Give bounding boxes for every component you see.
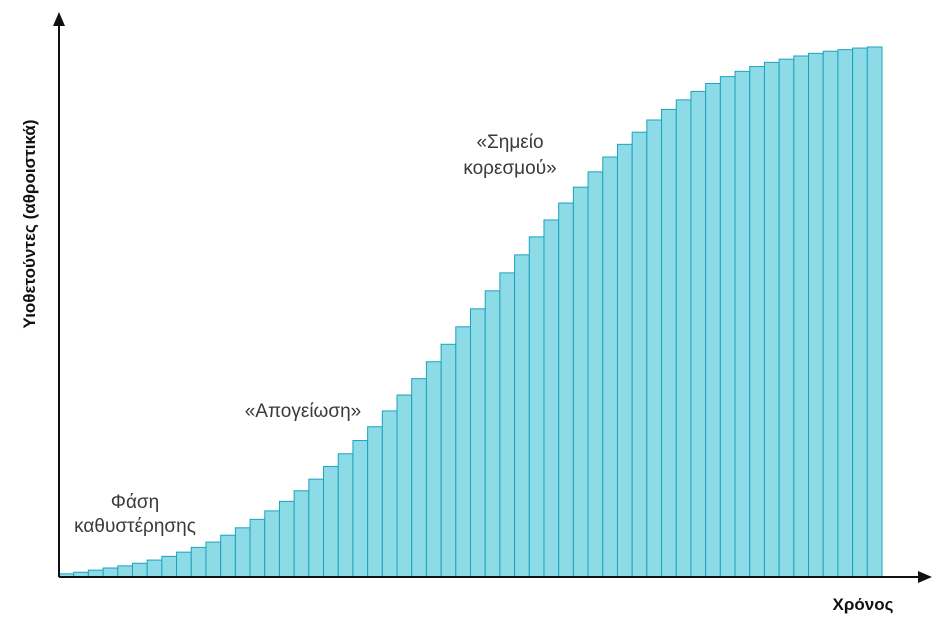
- bar-18: [308, 478, 325, 578]
- bar-36: [572, 186, 589, 578]
- bar-49: [763, 61, 780, 578]
- bar-38: [602, 156, 618, 578]
- annotation-lag-line-1: Φάση: [111, 492, 159, 513]
- bar-45: [705, 83, 721, 578]
- bar-34: [543, 219, 560, 578]
- bar-56: [866, 46, 883, 578]
- bar-9: [176, 551, 192, 578]
- y-axis-label: Υιοθετούντες (αθροιστικά): [20, 119, 39, 328]
- bar-13: [234, 527, 251, 578]
- bar-46: [719, 76, 736, 578]
- bar-23: [381, 410, 398, 578]
- bar-33: [528, 236, 545, 578]
- bar-19: [323, 465, 339, 578]
- bar-54: [837, 49, 854, 578]
- annotation-takeoff: «Απογείωση»: [245, 401, 362, 422]
- x-axis-arrow-icon: [918, 571, 932, 583]
- bar-29: [470, 308, 486, 578]
- bar-44: [690, 90, 707, 578]
- bar-50: [778, 58, 795, 578]
- bar-3: [87, 569, 104, 578]
- annotation-lag-line-2: καθυστέρησης: [74, 516, 196, 537]
- bars-group: [58, 46, 883, 578]
- bar-14: [249, 518, 266, 578]
- bar-47: [734, 70, 751, 578]
- bar-27: [440, 343, 457, 578]
- bar-17: [293, 490, 310, 578]
- bar-52: [808, 52, 824, 578]
- bar-25: [411, 378, 427, 578]
- bar-20: [337, 453, 354, 578]
- bar-21: [352, 440, 369, 578]
- x-axis-label: Χρόνος: [833, 595, 894, 614]
- bar-41: [646, 119, 663, 578]
- bar-28: [455, 326, 471, 578]
- bar-40: [631, 131, 648, 578]
- bar-55: [852, 47, 868, 578]
- bar-16: [278, 500, 295, 578]
- bar-53: [822, 50, 839, 578]
- bar-42: [661, 108, 677, 578]
- bar-39: [616, 143, 633, 578]
- bar-51: [793, 55, 810, 578]
- bar-4: [102, 567, 119, 578]
- bar-48: [749, 66, 765, 578]
- bar-11: [205, 541, 222, 578]
- y-axis-arrow-icon: [53, 12, 65, 26]
- bar-35: [558, 202, 574, 578]
- annotation-saturation-line-1: «Σημείο: [476, 132, 543, 153]
- bar-6: [131, 562, 148, 578]
- bar-43: [675, 99, 692, 578]
- annotation-saturation-line-2: κορεσμού»: [463, 158, 556, 179]
- bar-22: [367, 426, 383, 578]
- bar-10: [190, 546, 207, 578]
- bar-31: [499, 272, 516, 578]
- bar-26: [425, 361, 442, 578]
- bar-15: [264, 510, 280, 578]
- bar-5: [117, 565, 133, 578]
- bar-32: [514, 254, 530, 578]
- bar-7: [146, 559, 163, 578]
- bar-30: [484, 290, 501, 578]
- bar-12: [220, 534, 236, 578]
- bar-37: [587, 171, 604, 578]
- bar-24: [396, 394, 413, 578]
- bar-8: [161, 555, 178, 578]
